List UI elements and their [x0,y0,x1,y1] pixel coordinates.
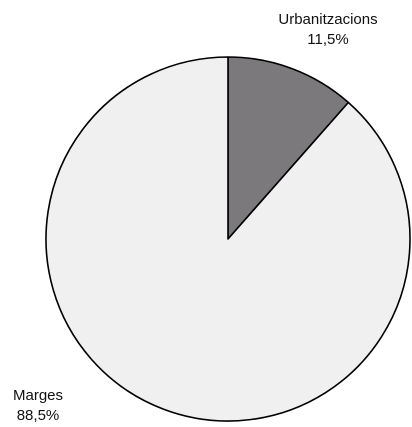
pie-slice [227,56,350,240]
slice-label: Marges [13,387,63,404]
pie-slice [45,56,411,422]
slice-value-label: 11,5% [307,31,348,48]
slice-label: Urbanitzacions [278,11,377,28]
slice-value-label: 88,5% [17,407,60,424]
